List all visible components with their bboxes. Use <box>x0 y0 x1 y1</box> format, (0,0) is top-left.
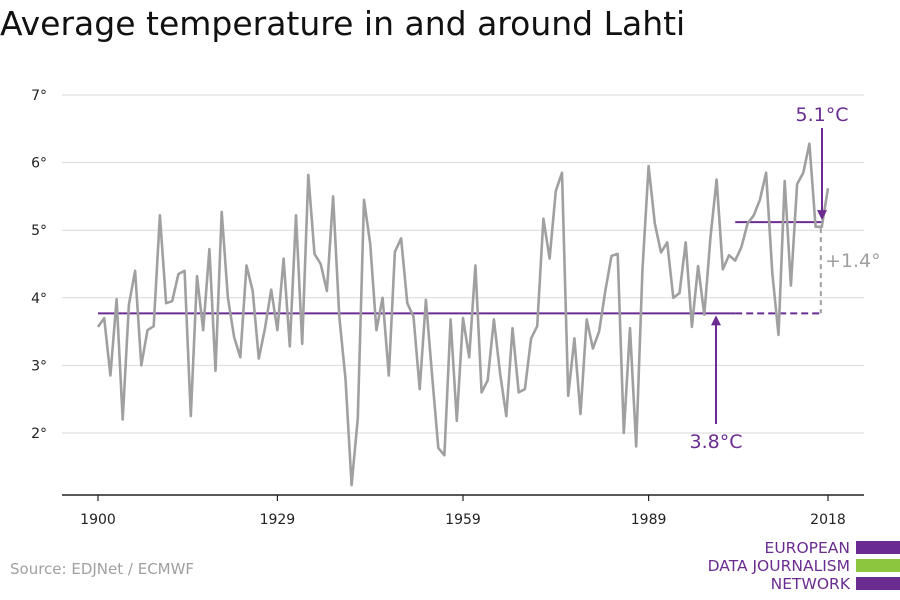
x-tick-label: 1929 <box>260 512 296 528</box>
temperature-series-line <box>96 142 830 487</box>
y-tick-label: 7° <box>31 88 47 104</box>
logo-bar-purple-bottom <box>856 577 900 590</box>
baseline-arrowhead <box>711 315 721 326</box>
y-tick-label: 3° <box>31 358 47 374</box>
difference-label: +1.4° <box>825 250 881 272</box>
x-tick-label: 1959 <box>445 512 481 528</box>
x-axis-ticks: 1900 1929 1959 1989 2018 <box>80 495 846 528</box>
logo-bar-purple-top <box>856 541 900 554</box>
logo-line-1: EUROPEAN <box>764 539 850 557</box>
y-tick-label: 6° <box>31 156 47 172</box>
gridlines <box>62 94 864 434</box>
recent-arrowhead <box>817 210 827 221</box>
annotation-labels: +1.4° 3.8°C 5.1°C <box>690 104 881 453</box>
y-tick-label: 2° <box>31 426 47 442</box>
y-tick-label: 5° <box>31 223 47 239</box>
baseline-label: 3.8°C <box>690 431 743 453</box>
x-tick-label: 1900 <box>80 512 116 528</box>
source-note: Source: EDJNet / ECMWF <box>10 560 195 578</box>
y-axis-ticks: 2° 3° 4° 5° 6° 7° <box>31 88 47 442</box>
x-tick-label: 1989 <box>631 512 667 528</box>
x-tick-label: 2018 <box>810 512 846 528</box>
annotation-arrows <box>711 128 827 424</box>
chart-title: Average temperature in and around Lahti <box>0 4 686 43</box>
logo-bar-green <box>856 559 900 572</box>
recent-label: 5.1°C <box>796 104 849 126</box>
edjnet-logo: EUROPEAN DATA JOURNALISM NETWORK <box>700 538 900 594</box>
logo-line-3: NETWORK <box>770 575 850 593</box>
logo-line-2: DATA JOURNALISM <box>707 557 850 575</box>
y-tick-label: 4° <box>31 291 47 307</box>
